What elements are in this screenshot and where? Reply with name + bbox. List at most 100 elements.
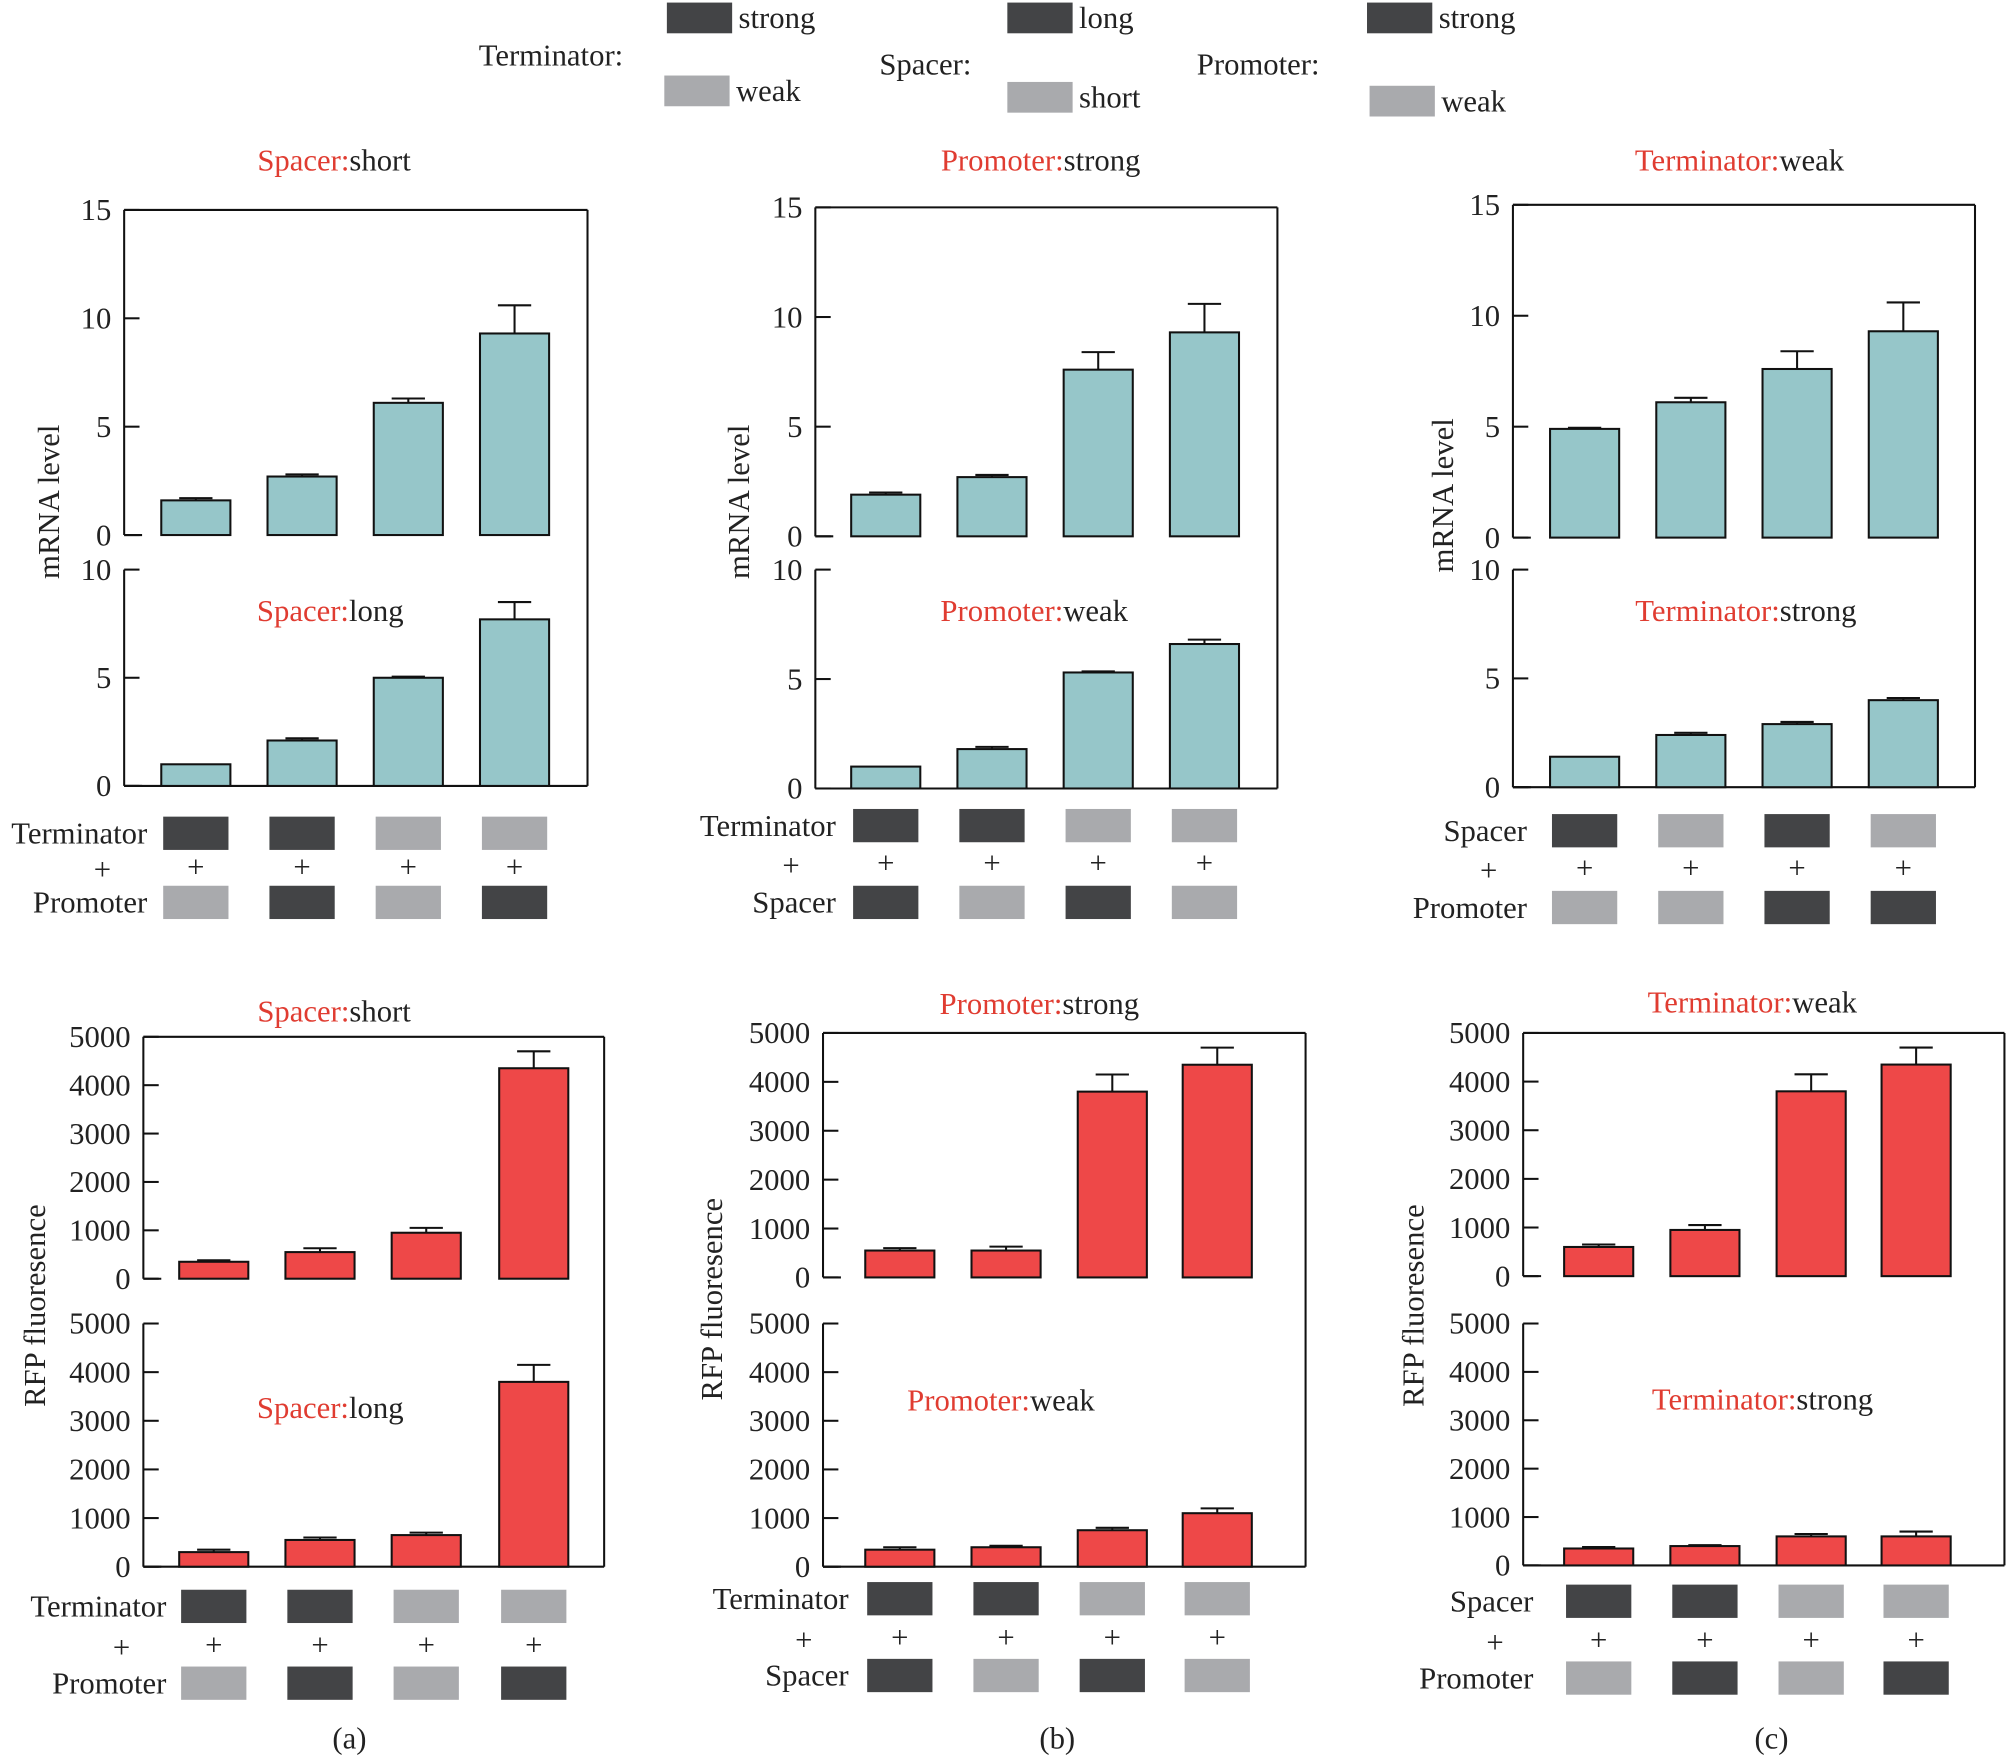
bar: [1549, 755, 1621, 789]
row1-swatch-dark: [163, 816, 229, 850]
subplot-title: Terminator:weak: [1635, 143, 1845, 177]
bar: [864, 1548, 936, 1568]
legend-swatch-dark: [1367, 2, 1433, 34]
chart-panel-3: mRNA level 051015Terminator:weak0510Termi…: [1413, 143, 1977, 925]
bar: [1775, 1090, 1847, 1278]
subplot-title-value: weak: [1792, 985, 1857, 1019]
subplot-title-key: Terminator:: [1635, 143, 1780, 177]
y-tick-label: 10: [772, 553, 803, 587]
bar: [498, 1067, 570, 1280]
bar: [1168, 642, 1241, 790]
plus-sign: +: [293, 850, 310, 884]
chart-panel-1: mRNA level 051015Spacer:short0510Spacer:l…: [11, 143, 589, 920]
y-tick-label: 15: [1469, 188, 1500, 222]
bar: [284, 1538, 356, 1568]
legend-item-label: weak: [1441, 84, 1506, 118]
y-tick-label: 4000: [1449, 1065, 1510, 1099]
y-tick-label: 0: [787, 772, 802, 806]
bar: [478, 332, 551, 537]
row2-swatch-dark: [501, 1666, 567, 1700]
plus-sign: +: [891, 1620, 908, 1654]
subplot-lower: 0 5 10 Terminator:strong: [1469, 553, 1939, 804]
row1-swatch-dark: [867, 1582, 933, 1616]
row2-label: Spacer: [752, 886, 836, 920]
subplot-lower: 0 5 10 Spacer:long: [81, 553, 551, 803]
subplot-title-value: strong: [1780, 594, 1857, 628]
legend-label: Promoter:: [1197, 47, 1320, 81]
y-tick-label: 3000: [1449, 1113, 1510, 1147]
plus-sign: +: [782, 849, 799, 883]
bar: [1761, 367, 1833, 539]
y-tick-label: 3000: [1449, 1404, 1510, 1438]
y-tick-label: 2000: [749, 1453, 810, 1487]
legend-item-label: strong: [1439, 1, 1516, 35]
bar: [1880, 1535, 1952, 1567]
bar: [478, 618, 551, 787]
y-tick-label: 10: [1469, 553, 1500, 587]
y-tick-label: 0: [1485, 770, 1500, 804]
row1-swatch-light: [1883, 1584, 1949, 1618]
plus-sign: +: [506, 850, 523, 884]
chart-panel-6: RFP fluoresence 0 1000 2000 3000 4000 5000 Term…: [1396, 985, 2006, 1755]
y-axis-label: RFP fluoresence: [18, 1204, 52, 1407]
row1-swatch-light: [1171, 808, 1238, 843]
y-tick-label: 4000: [69, 1068, 130, 1102]
subplot-upper: 0 5 10 15 Promoter:strong: [772, 143, 1241, 554]
bar: [498, 1380, 570, 1568]
plus-sign: +: [795, 1623, 812, 1657]
bar: [1669, 1228, 1741, 1278]
y-tick-label: 10: [772, 300, 803, 334]
plus-sign: +: [1907, 1623, 1924, 1657]
y-tick-label: 10: [1469, 299, 1500, 333]
row2-swatch-dark: [1672, 1661, 1738, 1695]
row1-swatch-light: [1870, 814, 1936, 848]
plus-sign: +: [525, 1628, 542, 1662]
subplot-title-value: short: [349, 994, 411, 1028]
legend-swatch-dark: [666, 2, 733, 34]
y-tick-label: 3000: [749, 1404, 810, 1438]
bar: [372, 676, 444, 787]
subplot-title-value: weak: [1779, 143, 1844, 177]
chart-panel-2: mRNA level 051015Promoter:strong0510Promo…: [700, 143, 1279, 920]
bar: [1669, 1545, 1741, 1567]
subplot-title-key: Terminator:: [1648, 985, 1793, 1019]
plus-sign: +: [1802, 1623, 1819, 1657]
bar: [1076, 1090, 1148, 1279]
legend-item-label: weak: [736, 74, 801, 108]
bar: [1563, 1245, 1635, 1278]
y-tick-label: 5000: [69, 1307, 130, 1341]
row2-swatch-light: [1778, 1661, 1844, 1695]
chart-panel-5: RFP fluoresence 0 1000 2000 3000 4000 5000 Prom…: [695, 987, 1307, 1755]
bar: [390, 1534, 462, 1568]
subplot-title: Spacer:long: [257, 1391, 404, 1425]
y-tick-label: 10: [81, 302, 112, 336]
row1-swatch-dark: [181, 1589, 247, 1624]
y-tick-label: 0: [787, 520, 802, 554]
subplot-title-key: Spacer:: [257, 1391, 349, 1425]
row1-swatch-dark: [959, 808, 1025, 843]
subplot-title: Spacer:short: [257, 143, 411, 177]
subplot-title-value: long: [349, 594, 404, 628]
legend-item-label: short: [1079, 81, 1141, 115]
row1-swatch-dark: [1551, 814, 1618, 848]
y-axis-label: mRNA level: [722, 425, 756, 579]
row1-swatch-light: [375, 816, 441, 850]
legend-label: Terminator:: [479, 38, 624, 72]
subplot-title: Promoter:strong: [940, 987, 1140, 1021]
subplot-title: Spacer:long: [257, 594, 404, 628]
y-tick-label: 1000: [1449, 1211, 1510, 1245]
y-tick-label: 0: [1495, 1549, 1510, 1583]
row1-swatch-dark: [269, 816, 335, 850]
legend-swatch-dark: [1007, 2, 1073, 34]
y-tick-label: 1000: [749, 1501, 810, 1535]
bar: [850, 493, 922, 538]
legend-label: Spacer:: [879, 47, 971, 81]
condition-table: Terminator+Spacer+ + + +: [713, 1582, 1250, 1693]
plus-sign: +: [983, 846, 1000, 880]
y-tick-label: 0: [96, 518, 111, 552]
row2-swatch-dark: [867, 1658, 933, 1693]
subplot-title: Spacer:short: [257, 994, 411, 1028]
plus-sign: +: [187, 850, 204, 884]
y-tick-label: 1000: [749, 1212, 810, 1246]
